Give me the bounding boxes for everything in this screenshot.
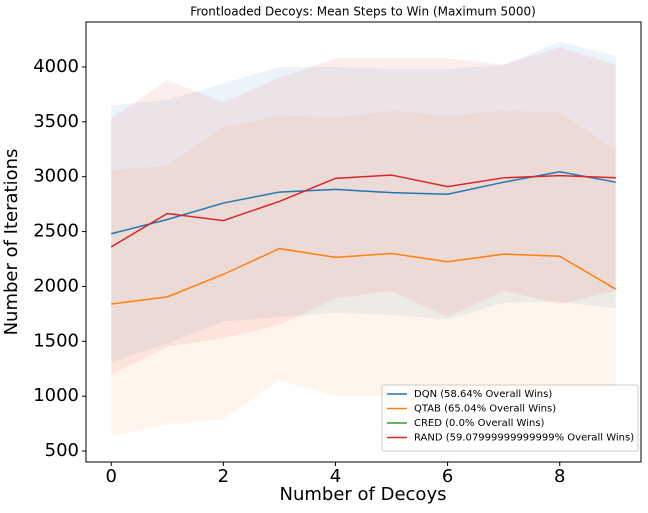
x-tick-label: 8 <box>554 466 565 487</box>
error-band <box>111 41 616 363</box>
legend-label: DQN (58.64% Overall Wins) <box>414 389 552 400</box>
plot-frame <box>85 21 642 463</box>
x-tick-label: 2 <box>218 466 229 487</box>
chart-title: Frontloaded Decoys: Mean Steps to Win (M… <box>190 5 536 19</box>
y-tick-label: 3500 <box>33 111 79 132</box>
error-band <box>111 47 616 375</box>
y-tick-label: 1500 <box>33 330 79 351</box>
x-tick-label: 4 <box>330 466 341 487</box>
y-tick-label: 4000 <box>33 56 79 77</box>
error-band <box>111 110 616 436</box>
series-line <box>111 247 617 305</box>
y-tick-label: 2000 <box>33 275 79 296</box>
legend-label: CRED (0.0% Overall Wins) <box>414 418 545 429</box>
x-tick-label: 0 <box>106 466 117 487</box>
y-tick-label: 2500 <box>33 221 79 242</box>
x-axis-label: Number of Decoys <box>280 484 447 505</box>
legend-label: QTAB (65.04% Overall Wins) <box>414 404 556 415</box>
y-tick-label: 3000 <box>33 166 79 187</box>
y-tick-label: 1000 <box>33 385 79 406</box>
legend-label: RAND (59.07999999999999% Overall Wins) <box>414 433 634 444</box>
series-line <box>110 174 616 248</box>
legend-box <box>381 384 639 452</box>
y-tick-label: 500 <box>45 440 79 461</box>
y-axis-label: Number of Iterations <box>1 149 22 336</box>
x-tick-label: 6 <box>442 466 453 487</box>
